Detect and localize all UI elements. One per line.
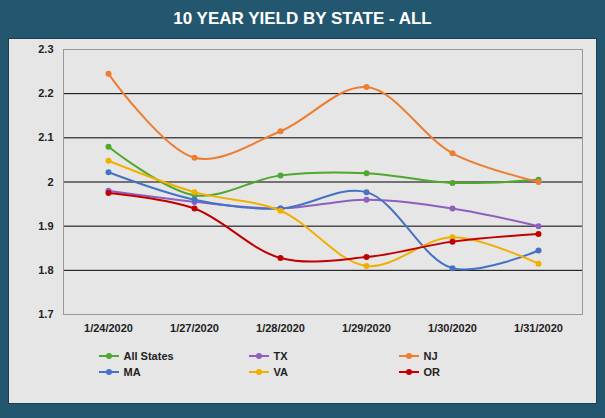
html-text:TX: TX xyxy=(273,350,288,362)
html-text:OR: OR xyxy=(423,366,440,378)
svg-text:1/28/2020: 1/28/2020 xyxy=(256,322,305,334)
svg-text:2.2: 2.2 xyxy=(38,87,53,99)
html-text:All States: All States xyxy=(123,350,174,362)
svg-text:2.1: 2.1 xyxy=(38,131,53,143)
html-text:NJ: NJ xyxy=(423,350,438,362)
svg-text:1.7: 1.7 xyxy=(38,308,53,320)
html-text:MA: MA xyxy=(123,366,141,378)
svg-text:1/30/2020: 1/30/2020 xyxy=(428,322,477,334)
svg-text:1/24/2020: 1/24/2020 xyxy=(84,322,133,334)
html-text:VA: VA xyxy=(273,366,288,378)
svg-text:2.3: 2.3 xyxy=(38,43,53,55)
svg-text:1/31/2020: 1/31/2020 xyxy=(514,322,563,334)
svg-text:1/29/2020: 1/29/2020 xyxy=(342,322,391,334)
svg-text:1.9: 1.9 xyxy=(38,220,53,232)
html-text:10 YEAR YIELD BY STATE - ALL: 10 YEAR YIELD BY STATE - ALL xyxy=(173,9,432,28)
svg-text:1.8: 1.8 xyxy=(38,264,53,276)
svg-text:2: 2 xyxy=(47,176,53,188)
svg-text:1/27/2020: 1/27/2020 xyxy=(170,322,219,334)
